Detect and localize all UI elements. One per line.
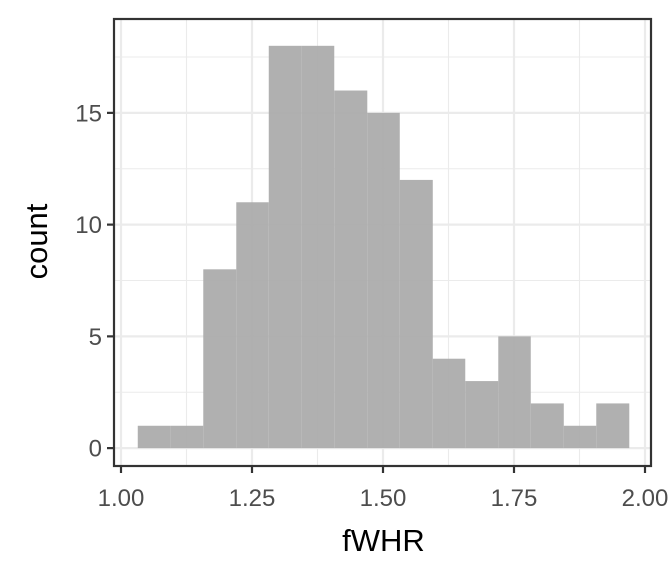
histogram-bar	[563, 425, 597, 449]
histogram-bar	[498, 336, 531, 449]
y-tick-label: 15	[75, 100, 102, 127]
y-tick-label: 10	[75, 212, 102, 239]
x-axis: 1.00 1.25 1.50 1.75 2.00	[98, 466, 669, 512]
histogram-bar	[432, 358, 466, 449]
histogram-bar	[367, 112, 400, 449]
histogram-bar	[203, 269, 237, 449]
histogram-bar	[399, 179, 433, 449]
histogram-bar	[268, 45, 302, 449]
y-tick-label: 0	[89, 436, 102, 463]
x-axis-title: fWHR	[342, 523, 425, 558]
histogram-bar	[301, 45, 335, 449]
x-tick-label: 1.75	[491, 485, 538, 512]
histogram-bar	[170, 425, 204, 449]
histogram-bar	[137, 425, 171, 449]
histogram-bar	[596, 403, 630, 449]
x-tick-label: 2.00	[622, 485, 669, 512]
x-tick-label: 1.50	[360, 485, 407, 512]
histogram-bar	[236, 202, 269, 449]
y-tick-label: 5	[89, 324, 102, 351]
x-tick-label: 1.25	[229, 485, 276, 512]
histogram-bar	[530, 403, 564, 449]
x-tick-label: 1.00	[98, 485, 145, 512]
histogram-bar	[334, 90, 368, 449]
bars-layer	[137, 45, 630, 449]
histogram-bar	[465, 381, 499, 449]
y-axis-title: count	[19, 203, 54, 279]
y-axis: 0 5 10 15	[75, 100, 114, 463]
